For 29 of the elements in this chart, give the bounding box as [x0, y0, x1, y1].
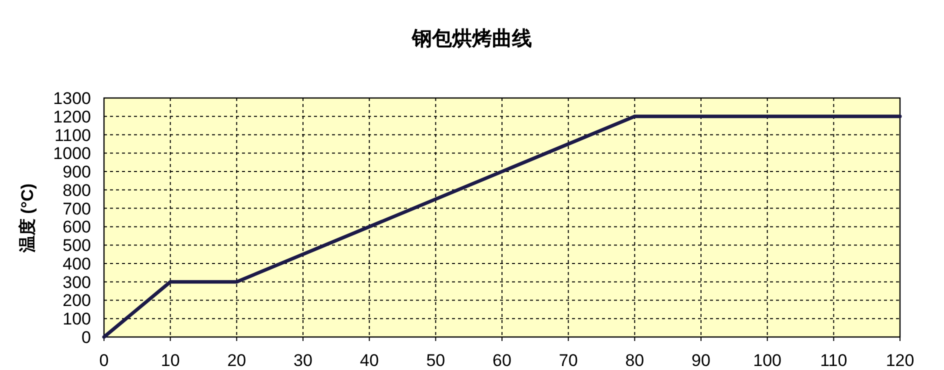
y-tick-label: 800 — [62, 180, 91, 200]
x-tick-label: 20 — [227, 351, 246, 370]
x-tick-label: 80 — [625, 351, 644, 370]
y-tick-label: 100 — [62, 310, 91, 329]
x-tick-label: 110 — [820, 351, 848, 370]
y-tick-label: 500 — [62, 236, 91, 256]
y-tick-label: 1200 — [53, 107, 91, 126]
y-tick-label: 300 — [62, 272, 91, 292]
y-tick-label: 1000 — [53, 144, 91, 164]
x-tick-label: 10 — [160, 351, 180, 370]
y-tick-label: 1100 — [54, 126, 91, 145]
x-tick-label: 60 — [492, 351, 512, 370]
x-tick-label: 30 — [294, 351, 312, 370]
x-tick-label: 70 — [558, 351, 578, 370]
x-tick-label: 120 — [886, 351, 914, 370]
y-tick-label: 200 — [62, 291, 91, 310]
y-tick-label: 400 — [62, 254, 91, 274]
x-tick-label: 100 — [753, 351, 782, 370]
y-axis-title: 温度 (°C) — [18, 183, 37, 254]
y-tick-label: 1300 — [53, 89, 91, 108]
y-tick-label: 900 — [62, 162, 91, 182]
x-tick-label: 0 — [99, 351, 109, 370]
y-tick-label: 600 — [62, 218, 91, 237]
y-tick-label: 0 — [82, 328, 91, 347]
x-tick-label: 90 — [692, 351, 710, 370]
x-tick-label: 50 — [426, 351, 446, 370]
x-tick-label: 40 — [360, 351, 379, 370]
chart-title: 钢包烘烤曲线 — [411, 28, 532, 50]
y-tick-label: 700 — [62, 199, 91, 218]
